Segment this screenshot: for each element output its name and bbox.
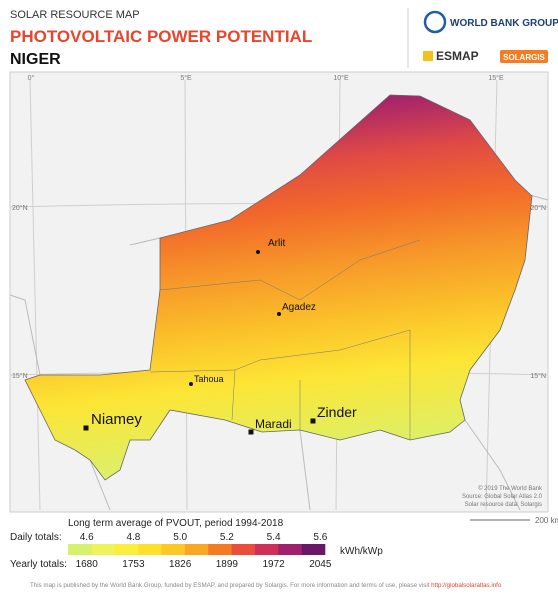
- legend-title: Long term average of PVOUT, period 1994-…: [68, 518, 284, 529]
- scale-label: 200 km: [535, 516, 558, 525]
- legend-swatch: [161, 544, 186, 555]
- yearly-tick: 1753: [122, 559, 145, 570]
- credit-line: © 2019 The World Bank: [478, 485, 543, 492]
- latitude-label: 15°N: [12, 372, 28, 380]
- legend-swatch: [208, 544, 232, 555]
- city-dot: [277, 312, 281, 316]
- esmap-logo: ESMAP: [436, 49, 479, 63]
- city-dot: [256, 250, 260, 254]
- city-dot: [248, 429, 254, 435]
- footer: This map is published by the World Bank …: [30, 582, 502, 589]
- city-label: Maradi: [255, 417, 292, 431]
- city-dot: [189, 382, 193, 386]
- latitude-label: 20°N: [530, 204, 546, 212]
- worldbank-logo: WORLD BANK GROUP: [450, 18, 558, 29]
- sw-region: [25, 372, 170, 480]
- longitude-label: 10°E: [333, 74, 349, 82]
- daily-label: Daily totals:: [10, 532, 62, 543]
- yearly-tick: 1826: [169, 559, 192, 570]
- daily-tick: 4.8: [126, 532, 140, 543]
- kicker: SOLAR RESOURCE MAP: [10, 9, 140, 21]
- city-dot: [83, 425, 89, 431]
- worldbank-icon: [423, 10, 447, 34]
- credit-line: Solar resource data: Solargis: [465, 502, 542, 508]
- footer-text: This map is published by the World Bank …: [30, 582, 430, 589]
- unit: kWh/kWp: [340, 546, 383, 557]
- longitude-label: 0°: [28, 74, 35, 82]
- cities: Arlit Agadez Tahoua Niamey Maradi Zinder: [83, 238, 357, 435]
- title: PHOTOVOLTAIC POWER POTENTIAL: [10, 27, 312, 46]
- latitude-label: 20°N: [12, 204, 28, 212]
- city-label: Tahoua: [194, 374, 224, 384]
- daily-tick: 4.6: [80, 532, 94, 543]
- daily-tick: 5.6: [313, 532, 327, 543]
- legend-swatch: [184, 544, 209, 555]
- legend: 4.6 1680 4.8 1753 5.0 1826 5.2 1899 5.4 1972 5.6 20…: [68, 532, 332, 570]
- city-label: Agadez: [282, 302, 316, 313]
- footer-link[interactable]: http://globalsolaratlas.info: [431, 582, 502, 589]
- city-label: Arlit: [268, 238, 285, 249]
- legend-swatch: [114, 544, 139, 555]
- yearly-tick: 1899: [216, 559, 239, 570]
- axis-labels: 0° 5°E 10°E 15°E 20°N 20°N 15°N 15°N: [12, 74, 546, 380]
- city-label: Zinder: [317, 404, 357, 420]
- credit-line: Source: Global Solar Atlas 2.0: [462, 494, 543, 500]
- longitude-label: 15°E: [488, 74, 504, 82]
- country: NIGER: [10, 51, 61, 68]
- legend-swatch: [301, 544, 326, 555]
- credit: © 2019 The World Bank Source: Global Sola…: [462, 485, 543, 508]
- solargis-logo: SOLARGIS: [503, 53, 545, 62]
- city-dot: [310, 418, 316, 424]
- latitude-label: 15°N: [530, 372, 546, 380]
- yearly-tick: 1972: [262, 559, 285, 570]
- legend-swatch: [231, 544, 256, 555]
- solargis-badge: [500, 50, 548, 63]
- legend-swatch: [68, 544, 92, 555]
- legend-swatch: [138, 544, 162, 555]
- yearly-label: Yearly totals:: [10, 559, 67, 570]
- daily-tick: 5.4: [267, 532, 281, 543]
- yearly-tick: 2045: [309, 559, 332, 570]
- neighbor-borders: [9, 194, 549, 511]
- esmap-icon: [423, 51, 433, 61]
- regions: [149, 239, 421, 440]
- daily-tick: 5.0: [173, 532, 187, 543]
- longitude-label: 5°E: [180, 74, 192, 82]
- yearly-tick: 1680: [76, 559, 99, 570]
- daily-tick: 5.2: [220, 532, 234, 543]
- city-label: Niamey: [91, 411, 142, 428]
- legend-swatch: [254, 544, 279, 555]
- legend-swatch: [278, 544, 302, 555]
- legend-swatch: [91, 544, 116, 555]
